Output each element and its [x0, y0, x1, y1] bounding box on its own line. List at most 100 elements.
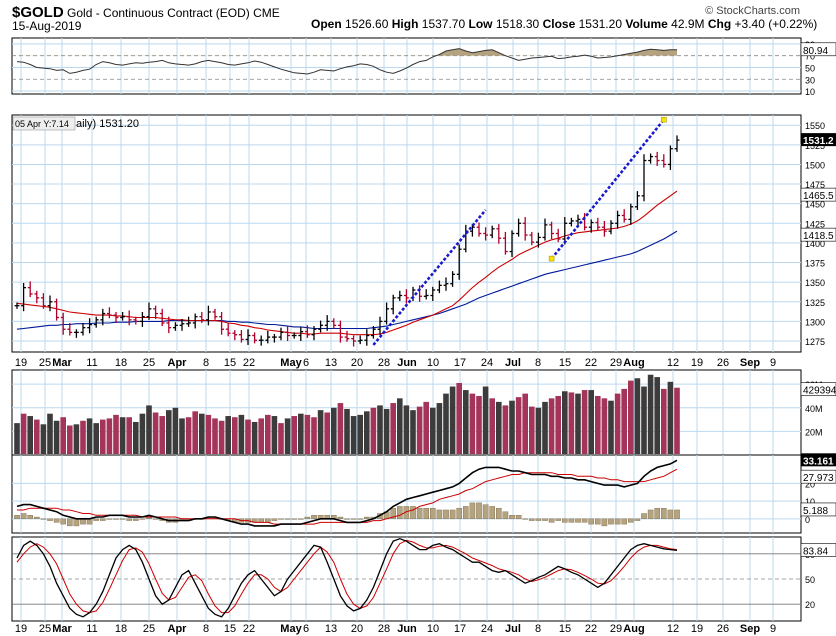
price-close-label-box: [801, 133, 836, 147]
rsi-tick-70: 70: [805, 52, 815, 62]
volume-bar: [397, 398, 403, 454]
volume-bar: [529, 406, 535, 454]
volume-bar: [100, 419, 106, 454]
price-x-tick: 6: [303, 357, 309, 369]
rsi-tick-30: 30: [805, 75, 815, 85]
macd-signal-label-box: [800, 469, 836, 484]
high-value: 1537.70: [421, 17, 466, 31]
ohlc-bar: [621, 209, 627, 223]
ohlc-bar: [338, 320, 343, 343]
macd-tick-20: 20: [805, 479, 815, 489]
rsi-last-label-box: [800, 42, 836, 57]
ohlc-bar: [430, 286, 436, 301]
macd-hist-bar: [410, 506, 416, 520]
tooltip-box: [12, 116, 76, 131]
volume-bar: [106, 418, 113, 454]
price-x-tick: Sep: [740, 357, 760, 369]
volume-bar: [324, 412, 330, 454]
macd-hist-bar: [430, 507, 436, 520]
macd-hist-bar: [350, 518, 357, 520]
macd-hist-bar: [258, 518, 265, 523]
price-x-tick: 19: [691, 357, 703, 369]
volume-last-label: 429394: [803, 386, 836, 397]
volume-bar: [436, 403, 443, 454]
ohlc-bar: [159, 308, 165, 327]
macd-hist-bar: [298, 518, 304, 520]
macd-hist-bar: [152, 518, 159, 520]
ohlc-bar: [390, 294, 396, 315]
watermark: © StockCharts.com: [705, 5, 800, 17]
ohlc-bar: [225, 322, 231, 337]
volume-bar: [641, 386, 647, 454]
macd-hist-bar: [291, 518, 298, 520]
ohlc-bar: [252, 332, 257, 344]
ohlc-bar: [357, 335, 363, 345]
ohlc-bar: [107, 307, 112, 319]
price-x-tick: 25: [143, 357, 155, 369]
ohlc-bar: [199, 311, 205, 323]
macd-hist-bar: [575, 518, 581, 523]
volume-bar: [634, 378, 641, 454]
volume-bar: [113, 414, 119, 454]
macd-hist-bar: [674, 509, 680, 520]
sma-fast-label: 1465.5: [803, 191, 834, 202]
ohlc-bar: [206, 305, 211, 326]
macd-hist-bar: [271, 518, 278, 521]
macd-hist-bar: [555, 518, 561, 521]
volume-bar: [205, 414, 212, 454]
macd-label: 33.161: [803, 456, 834, 467]
ohlc-bar: [674, 135, 680, 152]
volume-bar: [588, 390, 594, 454]
macd-hist-bar: [337, 516, 344, 520]
volume-bar: [410, 410, 416, 454]
volume-bar: [555, 395, 561, 454]
volume-bar: [146, 405, 152, 454]
volume-bar: [509, 400, 515, 454]
ohlc-bar: [93, 316, 99, 328]
volume-bar: [357, 414, 363, 454]
volume-bar: [133, 421, 139, 454]
macd-hist-bar: [449, 509, 456, 520]
price-x-tick: Mar: [52, 357, 72, 369]
volume-bar: [456, 382, 462, 454]
macd-hist-bar: [357, 518, 364, 520]
volume-bar: [265, 414, 271, 454]
ohlc-bar: [344, 330, 350, 342]
volume-bar: [298, 413, 304, 454]
macd-hist-bar: [522, 518, 528, 520]
ohlc-bar: [21, 282, 26, 312]
stochastic-x-tick: 8: [535, 623, 541, 635]
ohlc-bar: [364, 329, 370, 346]
stochastic-tick-50: 50: [805, 575, 815, 585]
macd-hist-bar: [614, 518, 621, 525]
volume-tick-40M: 40M: [805, 404, 823, 414]
macd-hist-bar: [390, 507, 397, 520]
ohlc-bar: [602, 220, 607, 237]
macd-hist-bar: [416, 507, 423, 520]
tooltip-text: 05 Apr Y:7.14: [15, 119, 69, 129]
ohlc-bar: [67, 322, 73, 336]
volume-bar: [522, 393, 528, 454]
ohlc-bar: [595, 217, 601, 231]
macd-hist-bar: [621, 518, 627, 525]
rsi-tick-10: 10: [805, 87, 815, 97]
volume-bar: [575, 393, 581, 454]
volume-bar: [416, 406, 423, 454]
volume-bar: [232, 417, 238, 454]
low-label: Low: [468, 17, 493, 31]
ohlc-bar: [232, 330, 238, 341]
stochastic-x-tick: Aug: [623, 623, 644, 635]
macd-tick-10: 10: [805, 497, 815, 507]
macd-hist-bar: [86, 518, 93, 525]
volume-bar: [370, 407, 377, 454]
ohlc-bar: [404, 289, 409, 304]
volume-bar: [271, 416, 278, 454]
macd-hist-bar: [113, 518, 119, 520]
macd-hist-bar: [60, 518, 66, 525]
sma-slow-line: [16, 230, 678, 330]
volume-bar: [47, 413, 53, 454]
macd-hist-bar: [608, 518, 614, 525]
price-tick-1325: 1325: [805, 298, 825, 308]
price-x-tick: 8: [203, 357, 209, 369]
stochastic-x-tick: Jul: [505, 623, 521, 635]
